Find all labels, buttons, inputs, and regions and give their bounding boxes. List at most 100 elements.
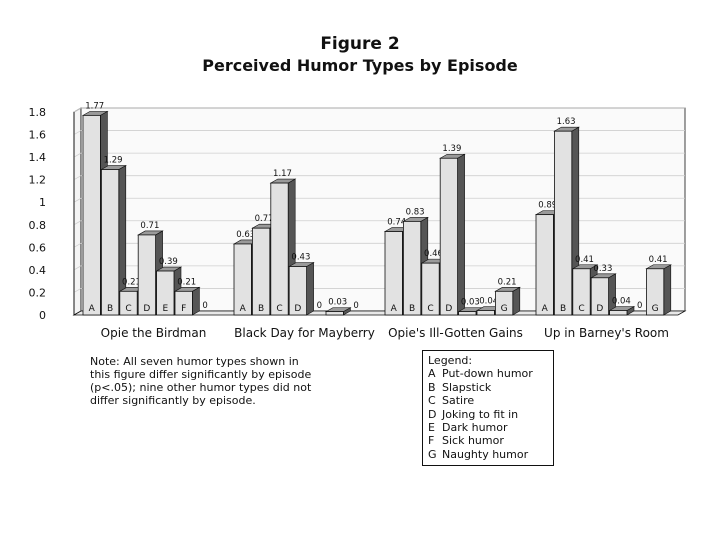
x-category-label: Up in Barney's Room (544, 326, 669, 340)
data-label: 0.74 (387, 218, 406, 228)
bar-side (663, 264, 672, 316)
data-label: 1.17 (273, 169, 292, 179)
data-label: 0.71 (140, 221, 159, 231)
bar-code-label: B (409, 304, 415, 314)
legend-item: A Put-down humor (428, 367, 548, 380)
bar (421, 262, 440, 316)
chart-note: Note: All seven humor types shown in thi… (90, 355, 390, 407)
note-line: Note: All seven humor types shown in (90, 355, 299, 368)
legend-code: D (428, 407, 437, 421)
bar-code-label: D (445, 304, 452, 314)
bar-side (306, 261, 314, 316)
y-tick-label: 1.6 (29, 129, 47, 142)
legend-item: F Sick humor (428, 434, 548, 447)
bar (156, 270, 175, 316)
bar (609, 310, 628, 316)
legend-item: D Joking to fit in (428, 408, 548, 421)
bar-code-label: A (542, 304, 549, 314)
bar (325, 311, 344, 316)
side-wall (73, 107, 82, 316)
y-tick-label: 1.4 (29, 151, 47, 164)
data-label: 0 (353, 301, 358, 311)
bar-code-label: C (578, 304, 584, 314)
bar-code-label: C (427, 304, 433, 314)
bar (119, 290, 138, 316)
data-label: 0.03 (328, 298, 347, 308)
gridline-side (73, 130, 82, 135)
bar-chart: 0 0.2 0.4 0.6 0.8 1 1.2 1.4 1.6 1.8 1.77 A 1.29 B 0.21… (29, 101, 687, 340)
legend-label: Dark humor (442, 421, 508, 435)
data-label: 0.33 (593, 264, 612, 274)
bar (494, 290, 514, 316)
bar (646, 268, 665, 316)
legend-code: B (428, 380, 436, 394)
bar (82, 114, 101, 316)
gridline-side (73, 175, 82, 181)
data-label: 0.43 (291, 253, 310, 263)
legend-label: Satire (442, 394, 475, 408)
bar (251, 227, 271, 316)
note-line: this figure differ significantly by epis… (90, 368, 312, 381)
legend-label: Joking to fit in (442, 407, 519, 421)
legend-title: Legend: (428, 354, 473, 367)
legend-code: F (428, 434, 435, 448)
data-label: 0.41 (575, 255, 594, 265)
data-label: 0.03 (461, 298, 480, 308)
data-label: 0 (202, 301, 207, 311)
legend-item: C Satire (428, 394, 548, 407)
gridline-side (73, 107, 82, 113)
legend-item: G Naughty humor (428, 448, 548, 461)
bar-code-label: G (652, 304, 659, 314)
bar (137, 234, 156, 316)
bar-code-label: B (107, 304, 113, 314)
y-tick-label: 0.8 (29, 219, 47, 232)
bar-code-label: C (276, 304, 282, 314)
data-label: 0.21 (498, 277, 517, 287)
legend-code: C (428, 394, 436, 408)
bar-code-label: D (143, 304, 150, 314)
bar-side (457, 153, 465, 316)
data-label: 0.89 (538, 201, 557, 211)
data-label: 0.77 (255, 214, 274, 224)
bar (554, 130, 573, 316)
data-label: 1.39 (442, 144, 461, 154)
y-tick-label: 0.2 (29, 286, 47, 299)
bar (174, 290, 193, 316)
x-category-label: Black Day for Mayberry (234, 326, 375, 340)
bar (384, 231, 403, 316)
gridline-side (73, 152, 82, 158)
data-label: 1.29 (104, 156, 123, 166)
x-category-label: Opie the Birdman (101, 326, 207, 340)
data-label: 0.39 (159, 257, 178, 267)
y-tick-label: 0 (39, 309, 46, 322)
bar (270, 182, 289, 316)
bar-side (512, 286, 521, 316)
bar (288, 266, 308, 316)
legend-code: E (428, 421, 435, 435)
legend-code: A (428, 367, 436, 381)
gridline-side (73, 197, 82, 203)
data-label: 1.77 (85, 101, 104, 111)
bar (572, 268, 591, 316)
bar-code-label: D (596, 304, 603, 314)
data-label: 0.04 (612, 296, 631, 306)
bar (101, 169, 120, 316)
bar-code-label: A (391, 304, 398, 314)
chart-legend: Legend: A Put-down humor B Slapstick C Sati… (422, 350, 554, 467)
gridline-side (73, 265, 82, 271)
legend-item: E Dark humor (428, 421, 548, 434)
bar (535, 214, 554, 316)
y-tick-label: 1.2 (29, 174, 47, 187)
note-line: (p<.05); nine other humor types did not (90, 381, 312, 394)
y-tick-label: 1.8 (29, 106, 47, 119)
note-line: differ significantly by episode. (90, 394, 256, 407)
bar-code-label: G (501, 304, 508, 314)
data-label: 0.04 (479, 296, 498, 306)
legend-label: Slapstick (442, 380, 492, 394)
legend-label: Put-down humor (442, 367, 533, 381)
data-label: 0.41 (649, 255, 668, 265)
data-label: 0.83 (406, 207, 425, 217)
bar (476, 310, 495, 316)
data-label: 0.21 (122, 277, 141, 287)
bar-code-label: B (560, 304, 566, 314)
